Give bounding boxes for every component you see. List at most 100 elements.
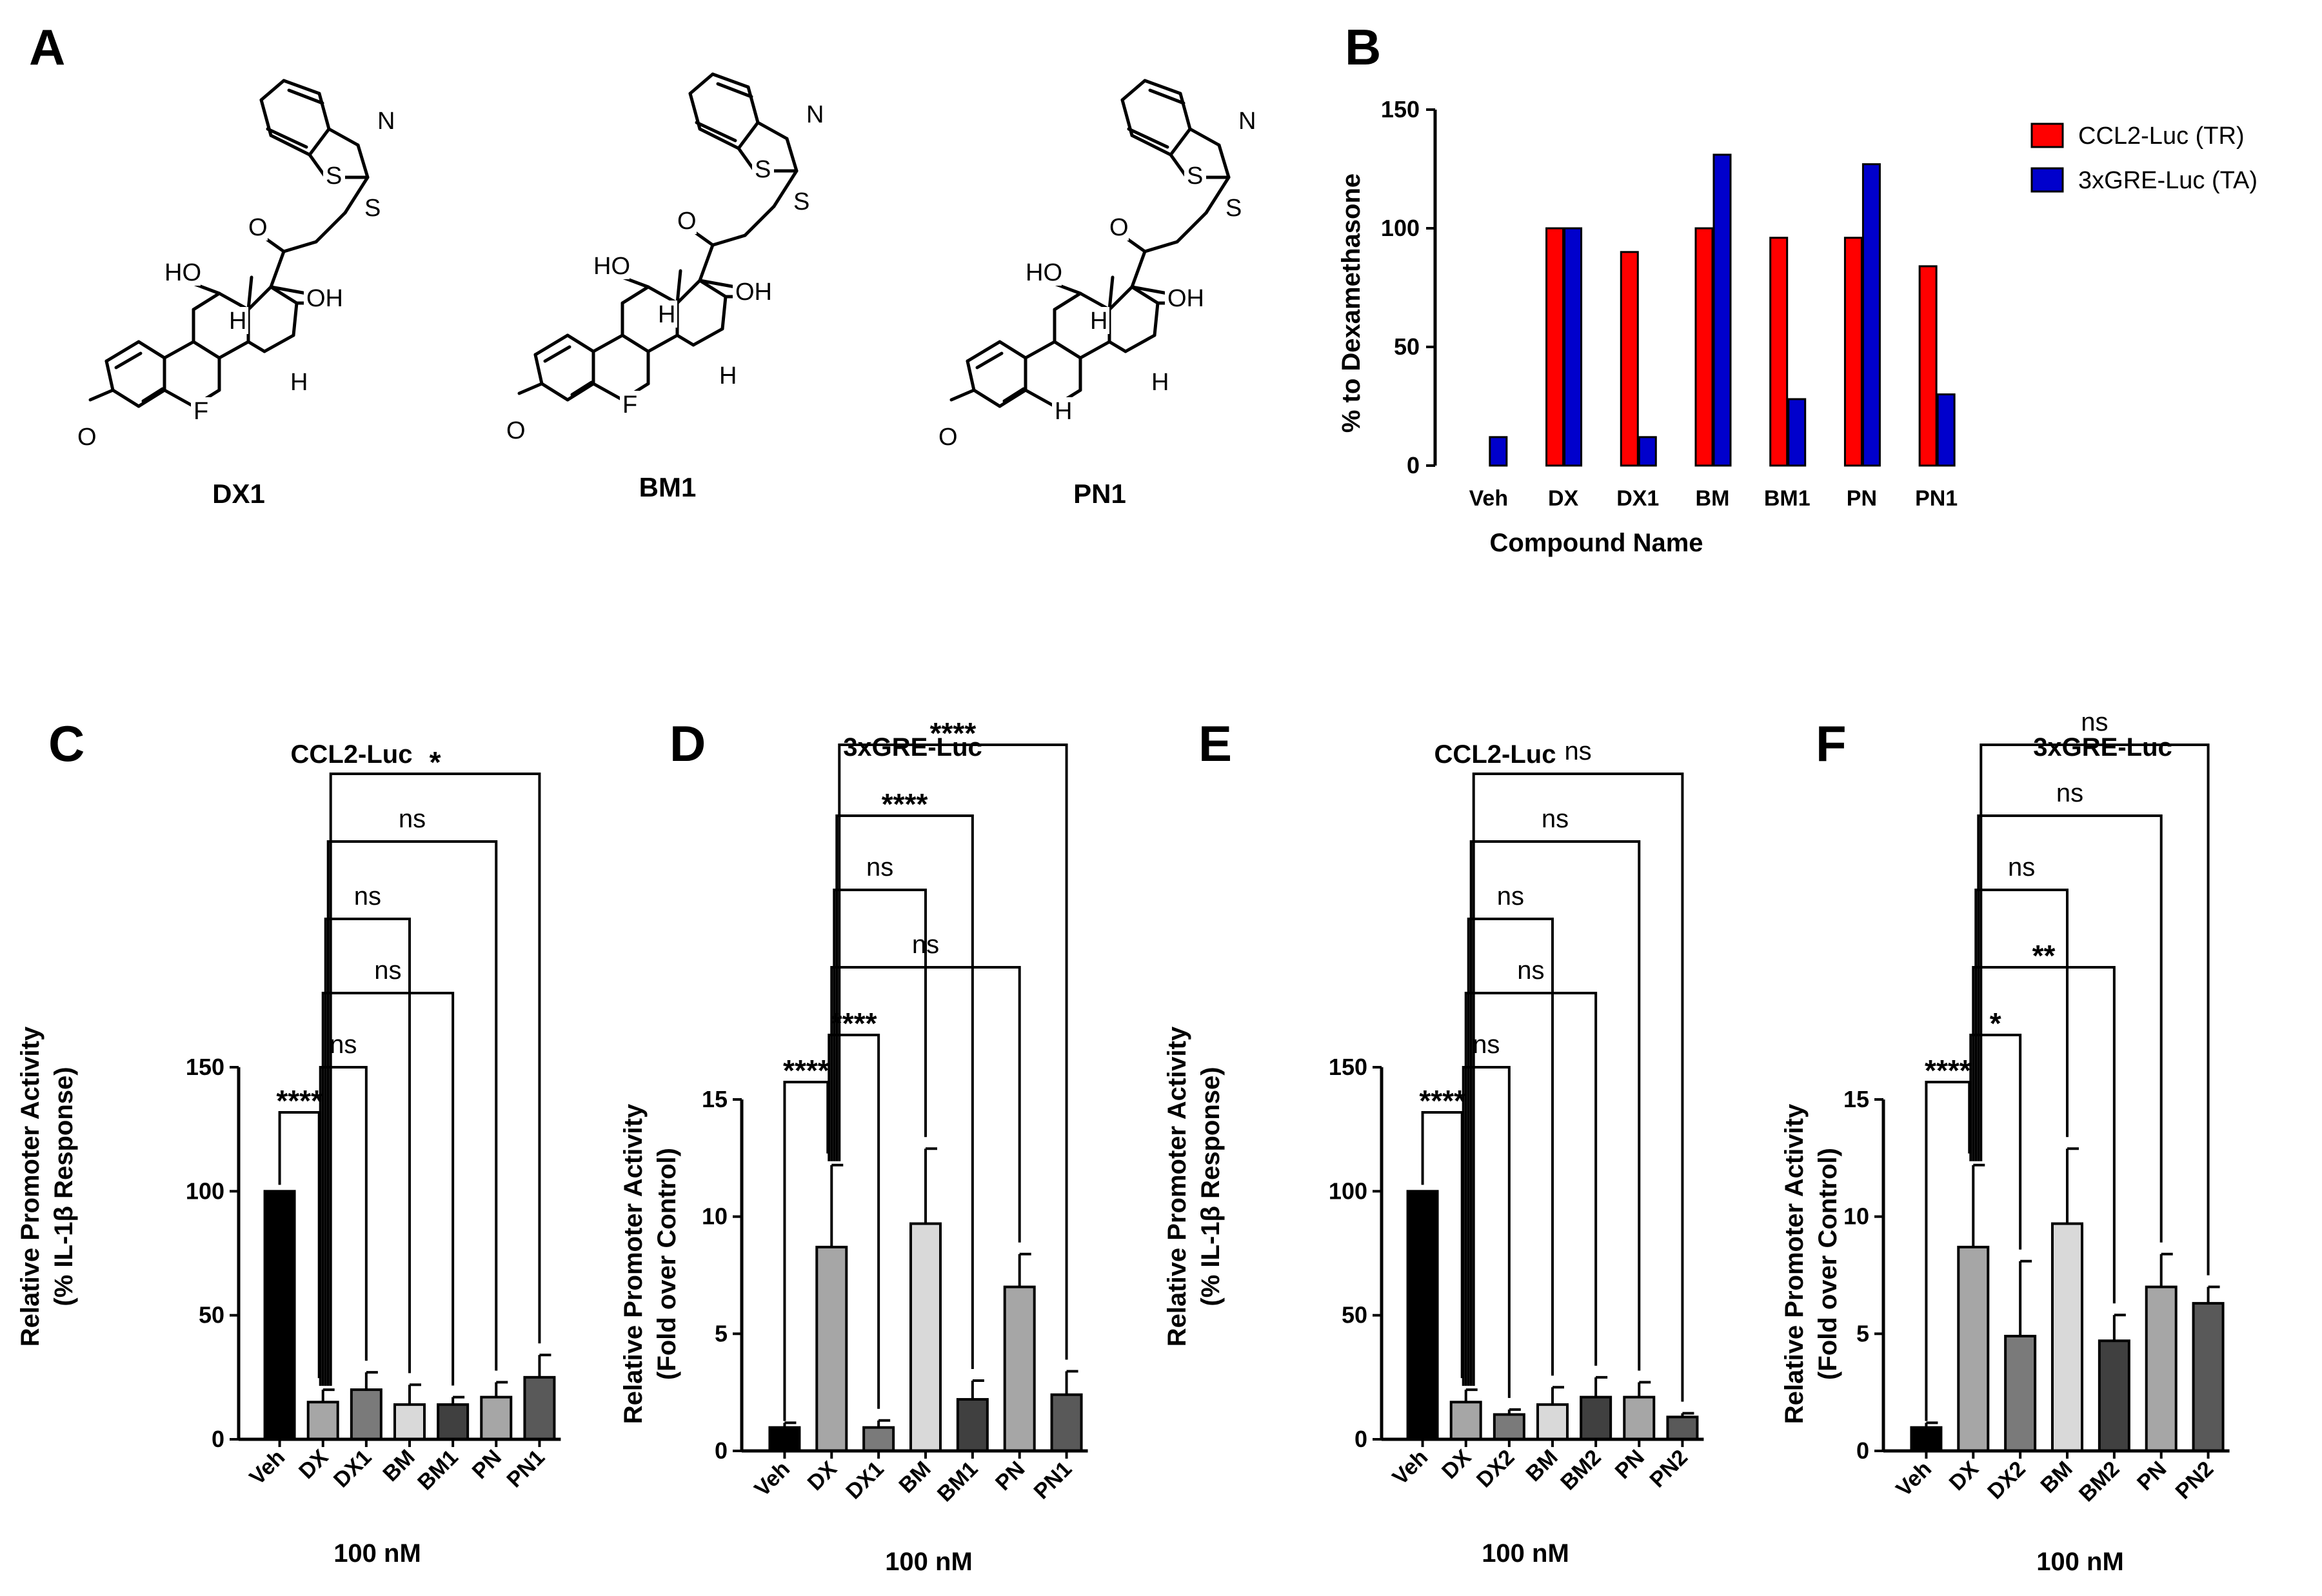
bond: [1107, 275, 1115, 311]
atom-label: H: [229, 308, 246, 335]
chart-e-xlabel: 100 nM: [1482, 1539, 1569, 1568]
chemical-structures: NSSOOHHOHFHODX1NSSOOHHOHFHOBM1NSSOOHHOHH…: [75, 72, 1258, 509]
bond: [966, 340, 1002, 363]
bond: [540, 382, 570, 402]
chart-b-bar-ta-bm: [1712, 153, 1732, 467]
atom-backdrop: [323, 162, 345, 189]
chart-d-sig-bracket: [835, 814, 974, 1369]
compound-name: DX1: [212, 478, 265, 509]
bond: [949, 388, 976, 402]
bond: [246, 340, 266, 353]
bond: [1130, 133, 1173, 157]
chart-f-sig-bracket: [1977, 814, 2163, 1243]
chart-c-category-label: PN: [468, 1445, 506, 1484]
atom-label: S: [1226, 195, 1242, 222]
chart-e-title: CCL2-Luc: [1434, 740, 1556, 769]
atom-label: O: [677, 208, 697, 235]
atom-label: F: [194, 398, 208, 425]
bond: [1188, 127, 1221, 147]
chart-f-category-label: PN: [2132, 1457, 2171, 1495]
bond: [1175, 211, 1208, 244]
chart-b-ytick-label: 0: [1407, 452, 1420, 478]
bond: [1148, 88, 1186, 105]
chart-c-sig-label: ns: [330, 1030, 357, 1059]
atom-backdrop: [733, 278, 771, 305]
bond: [163, 340, 195, 360]
bond: [192, 340, 221, 360]
bond: [675, 279, 702, 305]
chart-f-ylabel-2: (Fold over Control): [1814, 1148, 1842, 1380]
bond: [737, 146, 757, 173]
atom-backdrop: [804, 101, 826, 128]
chart-f-bar-dx2: [2004, 1334, 2037, 1452]
bond: [104, 340, 141, 363]
legend-label-ta: 3xGRE-Luc (TA): [2078, 167, 2258, 194]
chart-d-category-label: Veh: [749, 1457, 795, 1502]
chart-e-ytick-label: 50: [1342, 1302, 1367, 1328]
bond: [743, 204, 776, 237]
chart-e-category-label: PN: [1611, 1445, 1649, 1484]
chart-d-ytick-label: 5: [715, 1320, 728, 1346]
chart-f-sig-bracket: [1980, 744, 2210, 1276]
chart-e-bar-veh: [1406, 1190, 1439, 1441]
chart-c-bar-dx: [306, 1401, 339, 1441]
atom-label: O: [77, 424, 97, 451]
atom-label: HO: [164, 259, 201, 286]
chart-f-bar-bm: [2051, 1222, 2083, 1452]
chart-d-sig-label: ****: [882, 787, 928, 821]
atom-label: S: [326, 163, 342, 190]
chart-d-category-label: BM1: [933, 1457, 983, 1507]
chart-f-category-label: Veh: [1891, 1457, 1936, 1502]
chart-b-bar-tr-dx: [1545, 227, 1565, 467]
bond: [1169, 153, 1189, 179]
chart-e-category-label: BM: [1521, 1445, 1562, 1486]
bond: [269, 285, 299, 305]
bond: [314, 211, 347, 244]
chart-c-sig-label: ns: [354, 882, 381, 911]
bond: [266, 127, 308, 149]
chart-b-bar-ta-dx1: [1638, 436, 1657, 467]
chart-f-sig-label: ns: [2081, 708, 2108, 736]
atom-label: S: [755, 156, 771, 183]
bond: [246, 285, 273, 311]
chart-c-sig-bracket: [321, 992, 455, 1386]
chart-f-ytick-label: 15: [1843, 1086, 1869, 1112]
bond: [1178, 92, 1192, 131]
bond: [975, 351, 1004, 369]
chart-c-ytick-label: 100: [186, 1177, 224, 1204]
chart-b-bar-tr-pn: [1843, 237, 1863, 467]
chart-f-bar-veh: [1910, 1426, 1943, 1453]
chart-f-sig-label: ns: [2056, 779, 2083, 807]
atom-backdrop: [362, 194, 384, 221]
chart-f-sig-label: ns: [2008, 853, 2035, 882]
bond: [1130, 250, 1147, 289]
legend-label-tr: CCL2-Luc (TR): [2078, 123, 2245, 150]
bond: [308, 153, 328, 179]
bond: [317, 92, 331, 131]
atom-backdrop: [936, 423, 958, 450]
bond: [282, 79, 321, 95]
bond: [998, 388, 1027, 408]
bond: [543, 345, 571, 363]
chart-d-ytick-label: 15: [702, 1086, 728, 1112]
chart-f-category-label: DX: [1945, 1457, 1983, 1495]
atom-backdrop: [304, 284, 342, 311]
chart-f-category-label: DX2: [1983, 1457, 2030, 1504]
chart-e-sig-label: ns: [1517, 956, 1544, 985]
chart-f-bar-bm2: [2098, 1339, 2130, 1453]
legend-swatch-red: [2030, 123, 2064, 148]
bond: [246, 275, 253, 311]
bond: [269, 133, 312, 157]
chart-c-sig-label: ns: [374, 956, 401, 985]
panel-label-a: A: [29, 19, 65, 75]
chart-c-sig-label: ns: [399, 805, 426, 833]
bond: [966, 359, 976, 392]
chart-c: CCL2-Luc 100 nM Relative Promoter Activi…: [16, 740, 561, 1568]
chart-f-bar-pn: [2145, 1285, 2178, 1452]
bond: [163, 388, 195, 408]
atom-backdrop: [717, 362, 739, 389]
bond: [688, 72, 715, 95]
atom-label: OH: [735, 279, 772, 306]
